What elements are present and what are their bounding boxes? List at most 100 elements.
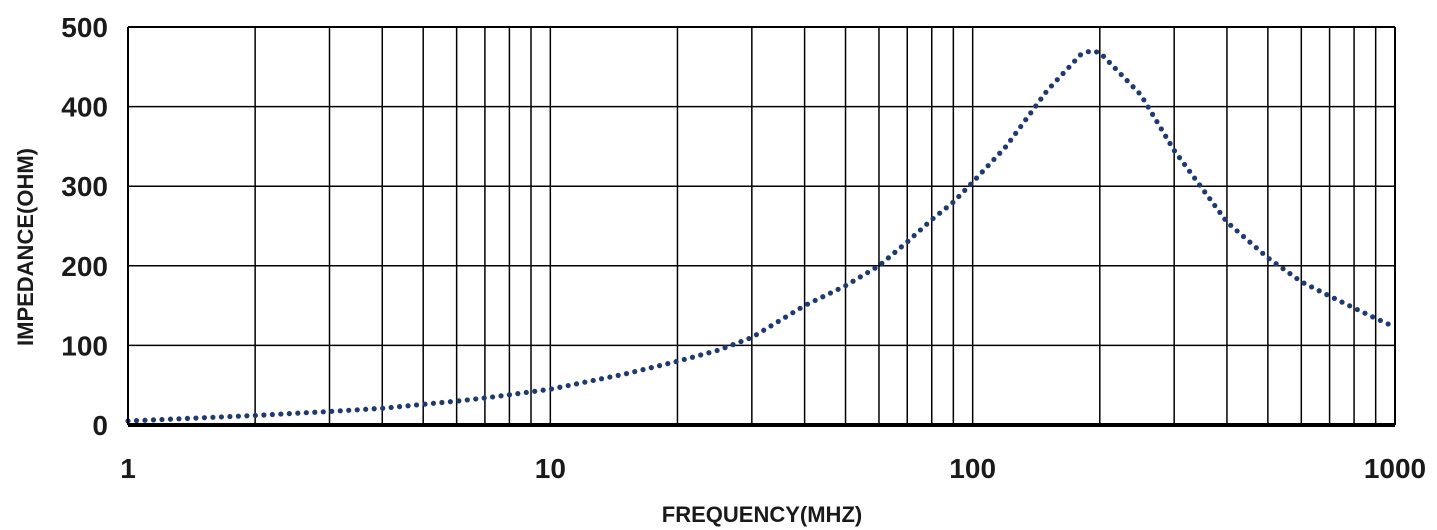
curve-dot-147 bbox=[1192, 175, 1198, 181]
curve-dot-119 bbox=[1038, 96, 1044, 102]
curve-dot-18 bbox=[278, 411, 284, 417]
curve-dot-169 bbox=[1331, 295, 1337, 301]
curve-dot-30 bbox=[380, 405, 386, 411]
curve-dot-41 bbox=[473, 396, 479, 402]
curve-dot-7 bbox=[184, 415, 191, 422]
curve-dot-27 bbox=[354, 407, 360, 413]
curve-dot-82 bbox=[804, 301, 811, 307]
curve-dot-33 bbox=[405, 403, 411, 409]
curve-dot-130 bbox=[1106, 59, 1112, 65]
curve-dot-84 bbox=[820, 294, 826, 300]
curve-dot-34 bbox=[413, 402, 420, 408]
curve-dot-176 bbox=[1385, 321, 1391, 327]
curve-dot-23 bbox=[320, 409, 326, 415]
curve-dot-21 bbox=[303, 410, 309, 416]
curve-dot-13 bbox=[235, 413, 241, 419]
curve-dot-132 bbox=[1118, 71, 1124, 78]
curve-dot-152 bbox=[1217, 209, 1223, 215]
curve-dot-89 bbox=[857, 274, 863, 280]
curve-dot-117 bbox=[1028, 110, 1034, 116]
curve-dot-166 bbox=[1309, 284, 1315, 290]
curve-dot-83 bbox=[812, 297, 818, 304]
curve-dot-129 bbox=[1100, 53, 1107, 59]
curve-dot-42 bbox=[481, 395, 487, 401]
curve-dot-113 bbox=[1008, 137, 1014, 143]
curve-dot-105 bbox=[962, 187, 968, 193]
curve-dot-160 bbox=[1266, 256, 1272, 262]
curve-dot-11 bbox=[218, 414, 225, 420]
curve-dot-126 bbox=[1077, 52, 1084, 58]
curve-dot-68 bbox=[698, 352, 704, 358]
curve-dot-92 bbox=[879, 260, 885, 266]
curve-dot-20 bbox=[295, 410, 301, 416]
curve-dot-62 bbox=[648, 365, 654, 371]
curve-dot-22 bbox=[312, 409, 318, 415]
curve-dot-47 bbox=[523, 389, 529, 396]
curve-dot-74 bbox=[746, 335, 752, 342]
curve-dot-125 bbox=[1072, 58, 1078, 64]
curve-dot-118 bbox=[1033, 103, 1039, 109]
curve-dot-159 bbox=[1260, 250, 1266, 256]
curve-dot-17 bbox=[269, 411, 275, 418]
curve-dot-96 bbox=[905, 238, 911, 244]
curve-dot-15 bbox=[252, 412, 258, 419]
curve-dot-98 bbox=[917, 227, 924, 233]
curve-dot-4 bbox=[159, 416, 165, 423]
curve-dot-5 bbox=[167, 416, 174, 422]
curve-dot-121 bbox=[1048, 83, 1055, 89]
curve-dot-138 bbox=[1149, 111, 1156, 117]
curve-dot-163 bbox=[1287, 271, 1293, 277]
curve-dot-65 bbox=[673, 359, 679, 365]
curve-dot-161 bbox=[1273, 261, 1279, 267]
curve-dot-48 bbox=[532, 388, 538, 394]
curve-dot-52 bbox=[565, 382, 571, 389]
y-axis-title: IMPEDANCE(OHM) bbox=[13, 148, 38, 346]
curve-dot-29 bbox=[371, 406, 377, 412]
curve-dot-141 bbox=[1163, 133, 1169, 139]
curve-dot-164 bbox=[1294, 275, 1300, 282]
curve-dot-102 bbox=[943, 205, 949, 211]
curve-dot-104 bbox=[956, 193, 962, 200]
curve-dot-122 bbox=[1054, 77, 1060, 83]
curve-dot-101 bbox=[937, 210, 943, 216]
curve-dot-111 bbox=[997, 150, 1003, 156]
y-tick-label-400: 400 bbox=[61, 92, 108, 123]
curve-dot-49 bbox=[540, 387, 546, 393]
curve-dot-64 bbox=[665, 361, 671, 367]
y-tick-label-200: 200 bbox=[61, 251, 108, 282]
curve-dot-28 bbox=[363, 406, 369, 412]
curve-dot-135 bbox=[1136, 90, 1142, 96]
curve-dot-78 bbox=[775, 318, 781, 325]
curve-dot-70 bbox=[714, 347, 720, 354]
curve-dot-9 bbox=[201, 415, 208, 421]
curve-dot-46 bbox=[515, 391, 521, 397]
curve-dot-124 bbox=[1066, 64, 1072, 70]
curve-dot-144 bbox=[1176, 155, 1183, 161]
curve-dot-50 bbox=[548, 386, 555, 392]
curve-dot-31 bbox=[388, 404, 394, 411]
curve-dot-19 bbox=[286, 411, 292, 417]
curve-dot-110 bbox=[991, 156, 997, 163]
curve-dot-156 bbox=[1240, 233, 1247, 240]
curve-dot-26 bbox=[346, 407, 352, 413]
curve-dot-167 bbox=[1316, 288, 1322, 294]
x-tick-label-100: 100 bbox=[949, 453, 996, 484]
curve-dot-154 bbox=[1228, 222, 1234, 228]
y-tick-label-100: 100 bbox=[61, 330, 108, 361]
grid bbox=[128, 26, 1395, 425]
curve-dot-137 bbox=[1145, 104, 1151, 110]
curve-dot-172 bbox=[1354, 306, 1360, 313]
curve-dot-63 bbox=[656, 363, 663, 369]
curve-dot-100 bbox=[930, 215, 936, 222]
curve-dot-75 bbox=[753, 332, 760, 338]
impedance-series bbox=[125, 49, 1391, 424]
curve-dot-99 bbox=[924, 221, 930, 227]
curve-dot-170 bbox=[1339, 299, 1345, 305]
curve-dot-44 bbox=[498, 393, 504, 399]
y-tick-label-0: 0 bbox=[92, 410, 108, 441]
curve-dot-2 bbox=[142, 417, 148, 423]
curve-dot-173 bbox=[1362, 310, 1368, 316]
curve-dot-94 bbox=[892, 249, 898, 255]
curve-dot-37 bbox=[439, 399, 445, 406]
